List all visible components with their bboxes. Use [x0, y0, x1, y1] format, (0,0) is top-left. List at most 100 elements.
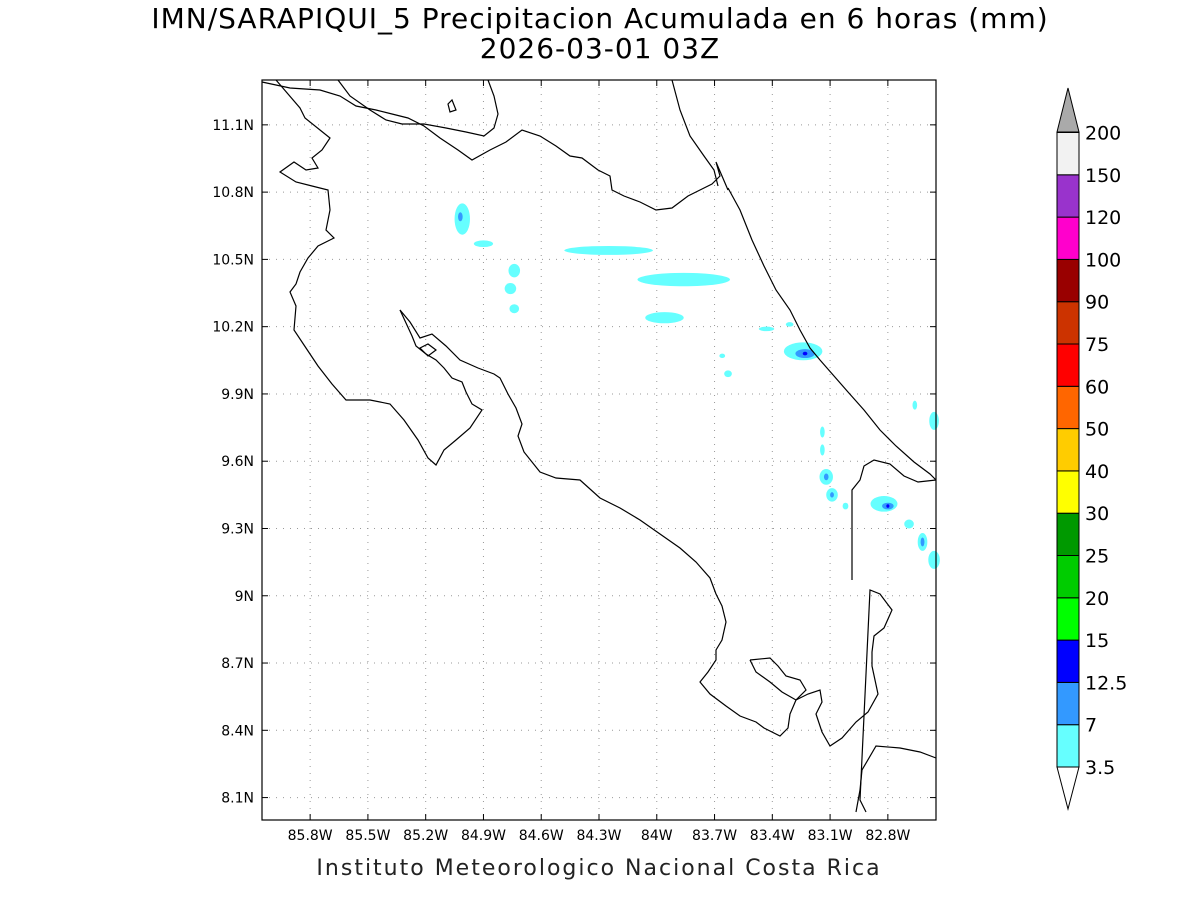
island-chira: [418, 343, 437, 357]
lon-tick-label: 84.6W: [519, 828, 564, 844]
lat-tick-label: 9.3N: [221, 521, 254, 537]
precip-cell: [802, 351, 808, 356]
map-axes: 85.8W 85.5W 85.2W 84.9W 84.6W 84.3W 84W 83.7W 83…: [212, 80, 936, 844]
colorbar-label: 25: [1085, 546, 1109, 568]
precip-cell: [830, 492, 834, 498]
lat-tick-label: 8.7N: [221, 656, 254, 672]
colorbar-label: 50: [1085, 419, 1109, 441]
colorbar-label: 40: [1085, 461, 1109, 483]
colorbar-label: 200: [1085, 123, 1121, 145]
colorbar-segment: [1056, 428, 1080, 472]
colorbar-segment: [1056, 343, 1080, 387]
colorbar-segment: [1056, 724, 1080, 768]
lat-tick-label: 9N: [235, 589, 254, 605]
lon-tick-label: 84.3W: [576, 828, 621, 844]
colorbar-label: 12.5: [1085, 672, 1127, 694]
colorbar-segment: [1056, 681, 1080, 726]
lon-tick-label: 84W: [641, 828, 673, 844]
colorbar-below-arrow: [1056, 766, 1080, 811]
colorbar-segment: [1056, 555, 1080, 599]
colorbar-segment: [1056, 639, 1080, 683]
lat-tick-label: 9.6N: [221, 454, 254, 470]
lon-tick-label: 85.8W: [288, 828, 333, 844]
lon-tick-label: 85.2W: [403, 828, 448, 844]
precip-cell: [758, 326, 775, 332]
colorbar-segment: [1056, 512, 1080, 557]
colorbar-label: 60: [1085, 376, 1109, 398]
precip-cell: [509, 304, 520, 314]
lat-tick-label: 8.1N: [221, 791, 254, 807]
lon-tick-label: 82.8W: [865, 828, 910, 844]
precip-cell: [724, 370, 732, 378]
colorbar-segment: [1056, 385, 1080, 430]
colorbar: 3.5 7 12.5 15 20 25 30 40 50 60 75 90 100 120 150 200: [1056, 87, 1127, 811]
coastline-borders: [261, 79, 937, 813]
lat-tick-label: 8.4N: [221, 723, 254, 739]
lon-tick-label: 85.5W: [345, 828, 390, 844]
colorbar-label: 30: [1085, 503, 1109, 525]
island-nicaragua: [447, 98, 457, 113]
lon-tick-label: 83.7W: [692, 828, 737, 844]
lake-nicaragua-shore: [337, 79, 499, 137]
lat-tick-label: 10.2N: [212, 320, 254, 336]
precip-cell: [645, 312, 684, 324]
colorbar-segment: [1056, 470, 1080, 514]
colorbar-label: 7: [1085, 715, 1097, 737]
precip-cell: [504, 282, 517, 295]
precipitation-contours: [454, 203, 940, 569]
colorbar-segment: [1056, 301, 1080, 345]
precip-cell: [719, 353, 726, 359]
colorbar-label: 75: [1085, 334, 1109, 356]
burica-peninsula: [855, 745, 937, 813]
precip-cell: [912, 400, 918, 410]
precip-cell: [473, 240, 494, 248]
pacific-coastline: [275, 79, 483, 466]
colorbar-label: 150: [1085, 165, 1121, 187]
nicoya-inner-coast: [399, 309, 807, 737]
precip-cell: [904, 519, 914, 529]
colorbar-above-arrow: [1056, 87, 1080, 133]
caribbean-coastline: [727, 187, 937, 481]
nicaragua-border: [261, 81, 729, 211]
san-juan-river: [671, 79, 719, 187]
colorbar-label: 20: [1085, 588, 1109, 610]
panama-border: [851, 459, 937, 580]
map-title: IMN/SARAPIQUI_5 Precipitacion Acumulada …: [151, 2, 1049, 35]
lon-tick-label: 84.9W: [461, 828, 506, 844]
colorbar-segment: [1056, 174, 1080, 218]
lat-tick-label: 10.5N: [212, 252, 254, 268]
colorbar-label: 15: [1085, 630, 1109, 652]
institution-footer: Instituto Meteorologico Nacional Costa R…: [316, 856, 882, 881]
precip-cell: [820, 444, 825, 456]
precip-cell: [842, 502, 849, 510]
colorbar-label: 120: [1085, 207, 1121, 229]
colorbar-segment: [1056, 258, 1080, 303]
lon-tick-label: 83.4W: [750, 828, 795, 844]
precip-cell: [508, 263, 521, 278]
precip-cell: [920, 537, 925, 547]
colorbar-label: 90: [1085, 292, 1109, 314]
precip-cell: [564, 245, 653, 255]
colorbar-label: 100: [1085, 249, 1121, 271]
colorbar-segment: [1056, 216, 1080, 260]
osa-to-burica-coast: [749, 589, 893, 813]
colorbar-segment: [1056, 132, 1080, 176]
precip-cell: [637, 272, 730, 287]
precip-cell: [929, 411, 939, 430]
lat-tick-label: 10.8N: [212, 185, 254, 201]
colorbar-segment: [1056, 597, 1080, 641]
precip-cell: [820, 426, 825, 438]
map-frame: [261, 79, 937, 821]
precip-cell: [886, 504, 890, 508]
precip-cell: [823, 473, 829, 481]
lon-tick-label: 83.1W: [808, 828, 853, 844]
precip-cell: [785, 322, 794, 327]
precip-cell: [458, 212, 463, 222]
lat-tick-label: 11.1N: [212, 118, 254, 134]
precip-cell: [928, 550, 940, 569]
colorbar-label: 3.5: [1085, 757, 1115, 779]
map-valid-time: 2026-03-01 03Z: [479, 32, 721, 65]
lat-tick-label: 9.9N: [221, 387, 254, 403]
grid-lines: [262, 80, 936, 820]
